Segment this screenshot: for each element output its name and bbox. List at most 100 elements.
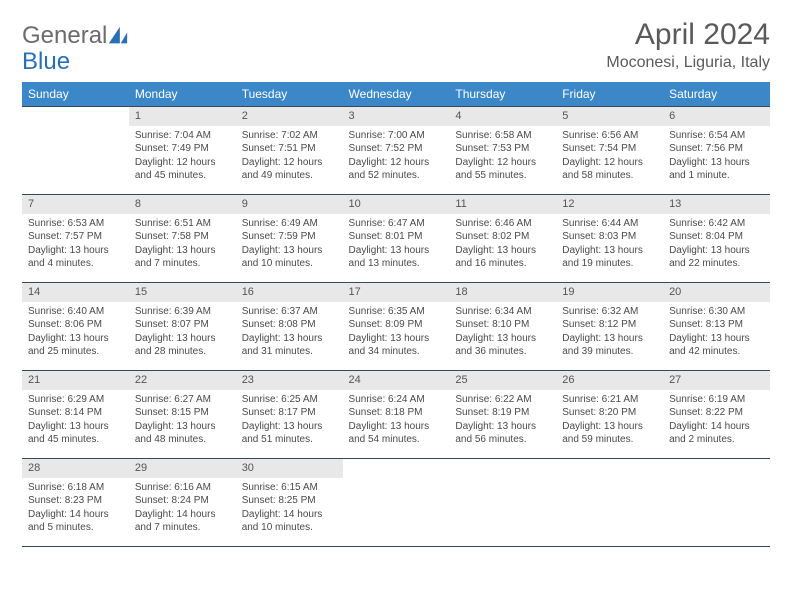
calendar-cell: 13Sunrise: 6:42 AMSunset: 8:04 PMDayligh… [663,195,770,283]
sunset-line: Sunset: 8:13 PM [669,318,764,332]
daylight-line: and 10 minutes. [242,257,337,271]
calendar-cell: 21Sunrise: 6:29 AMSunset: 8:14 PMDayligh… [22,371,129,459]
day-number: 18 [449,283,556,302]
daylight-line: and 4 minutes. [28,257,123,271]
sunrise-line: Sunrise: 6:42 AM [669,217,764,231]
daylight-line: and 31 minutes. [242,345,337,359]
day-number: 2 [236,107,343,126]
day-content: Sunrise: 7:02 AMSunset: 7:51 PMDaylight:… [236,126,343,187]
daylight-line: Daylight: 13 hours [135,332,230,346]
day-number: 28 [22,459,129,478]
sunrise-line: Sunrise: 6:29 AM [28,393,123,407]
daylight-line: and 45 minutes. [28,433,123,447]
calendar-cell [663,459,770,547]
day-content: Sunrise: 6:19 AMSunset: 8:22 PMDaylight:… [663,390,770,451]
weekday-header: Monday [129,82,236,107]
daylight-line: and 10 minutes. [242,521,337,535]
daylight-line: and 1 minute. [669,169,764,183]
daylight-line: Daylight: 13 hours [242,420,337,434]
sunrise-line: Sunrise: 6:53 AM [28,217,123,231]
day-content: Sunrise: 6:37 AMSunset: 8:08 PMDaylight:… [236,302,343,363]
day-content: Sunrise: 6:16 AMSunset: 8:24 PMDaylight:… [129,478,236,539]
daylight-line: Daylight: 13 hours [562,420,657,434]
sunset-line: Sunset: 8:18 PM [349,406,444,420]
weekday-header: Saturday [663,82,770,107]
calendar-cell: 19Sunrise: 6:32 AMSunset: 8:12 PMDayligh… [556,283,663,371]
daylight-line: and 56 minutes. [455,433,550,447]
sunrise-line: Sunrise: 6:18 AM [28,481,123,495]
calendar-cell: 11Sunrise: 6:46 AMSunset: 8:02 PMDayligh… [449,195,556,283]
sunset-line: Sunset: 8:08 PM [242,318,337,332]
calendar-row: 7Sunrise: 6:53 AMSunset: 7:57 PMDaylight… [22,195,770,283]
day-number: 29 [129,459,236,478]
sunrise-line: Sunrise: 6:56 AM [562,129,657,143]
daylight-line: Daylight: 13 hours [242,332,337,346]
day-number: 10 [343,195,450,214]
logo: General [22,22,131,50]
logo-text-blue: Blue [22,48,70,75]
sunrise-line: Sunrise: 6:37 AM [242,305,337,319]
calendar-cell: 6Sunrise: 6:54 AMSunset: 7:56 PMDaylight… [663,107,770,195]
sunset-line: Sunset: 8:09 PM [349,318,444,332]
daylight-line: Daylight: 12 hours [242,156,337,170]
sunset-line: Sunset: 8:20 PM [562,406,657,420]
calendar-cell: 15Sunrise: 6:39 AMSunset: 8:07 PMDayligh… [129,283,236,371]
daylight-line: and 19 minutes. [562,257,657,271]
day-content: Sunrise: 6:46 AMSunset: 8:02 PMDaylight:… [449,214,556,275]
sunset-line: Sunset: 8:01 PM [349,230,444,244]
daylight-line: and 7 minutes. [135,521,230,535]
daylight-line: and 42 minutes. [669,345,764,359]
sunrise-line: Sunrise: 6:32 AM [562,305,657,319]
calendar-cell: 5Sunrise: 6:56 AMSunset: 7:54 PMDaylight… [556,107,663,195]
sunset-line: Sunset: 8:04 PM [669,230,764,244]
calendar-cell: 24Sunrise: 6:24 AMSunset: 8:18 PMDayligh… [343,371,450,459]
calendar-cell: 14Sunrise: 6:40 AMSunset: 8:06 PMDayligh… [22,283,129,371]
weekday-header: Friday [556,82,663,107]
sunrise-line: Sunrise: 6:27 AM [135,393,230,407]
day-content: Sunrise: 6:15 AMSunset: 8:25 PMDaylight:… [236,478,343,539]
daylight-line: Daylight: 13 hours [242,244,337,258]
sunrise-line: Sunrise: 6:49 AM [242,217,337,231]
daylight-line: and 5 minutes. [28,521,123,535]
daylight-line: and 25 minutes. [28,345,123,359]
day-number: 7 [22,195,129,214]
calendar-cell: 28Sunrise: 6:18 AMSunset: 8:23 PMDayligh… [22,459,129,547]
day-content: Sunrise: 6:18 AMSunset: 8:23 PMDaylight:… [22,478,129,539]
sunset-line: Sunset: 8:15 PM [135,406,230,420]
daylight-line: and 22 minutes. [669,257,764,271]
calendar-cell: 30Sunrise: 6:15 AMSunset: 8:25 PMDayligh… [236,459,343,547]
daylight-line: Daylight: 12 hours [455,156,550,170]
day-content: Sunrise: 6:34 AMSunset: 8:10 PMDaylight:… [449,302,556,363]
sunset-line: Sunset: 8:12 PM [562,318,657,332]
sunset-line: Sunset: 7:58 PM [135,230,230,244]
day-content: Sunrise: 6:54 AMSunset: 7:56 PMDaylight:… [663,126,770,187]
day-number: 4 [449,107,556,126]
day-content: Sunrise: 6:32 AMSunset: 8:12 PMDaylight:… [556,302,663,363]
calendar-cell [556,459,663,547]
sunrise-line: Sunrise: 6:16 AM [135,481,230,495]
daylight-line: and 36 minutes. [455,345,550,359]
day-content: Sunrise: 6:53 AMSunset: 7:57 PMDaylight:… [22,214,129,275]
day-content: Sunrise: 6:22 AMSunset: 8:19 PMDaylight:… [449,390,556,451]
calendar-cell: 1Sunrise: 7:04 AMSunset: 7:49 PMDaylight… [129,107,236,195]
sunset-line: Sunset: 8:03 PM [562,230,657,244]
daylight-line: Daylight: 12 hours [135,156,230,170]
sunset-line: Sunset: 7:56 PM [669,142,764,156]
calendar-cell: 16Sunrise: 6:37 AMSunset: 8:08 PMDayligh… [236,283,343,371]
sunset-line: Sunset: 7:52 PM [349,142,444,156]
sunset-line: Sunset: 7:51 PM [242,142,337,156]
sunrise-line: Sunrise: 6:35 AM [349,305,444,319]
calendar-table: Sunday Monday Tuesday Wednesday Thursday… [22,82,770,547]
sunrise-line: Sunrise: 6:51 AM [135,217,230,231]
calendar-cell: 20Sunrise: 6:30 AMSunset: 8:13 PMDayligh… [663,283,770,371]
daylight-line: Daylight: 13 hours [135,244,230,258]
sunset-line: Sunset: 7:54 PM [562,142,657,156]
day-content: Sunrise: 7:00 AMSunset: 7:52 PMDaylight:… [343,126,450,187]
day-number: 1 [129,107,236,126]
daylight-line: Daylight: 14 hours [242,508,337,522]
day-number: 8 [129,195,236,214]
calendar-cell: 4Sunrise: 6:58 AMSunset: 7:53 PMDaylight… [449,107,556,195]
calendar-cell: 17Sunrise: 6:35 AMSunset: 8:09 PMDayligh… [343,283,450,371]
daylight-line: Daylight: 13 hours [562,244,657,258]
sunset-line: Sunset: 7:53 PM [455,142,550,156]
